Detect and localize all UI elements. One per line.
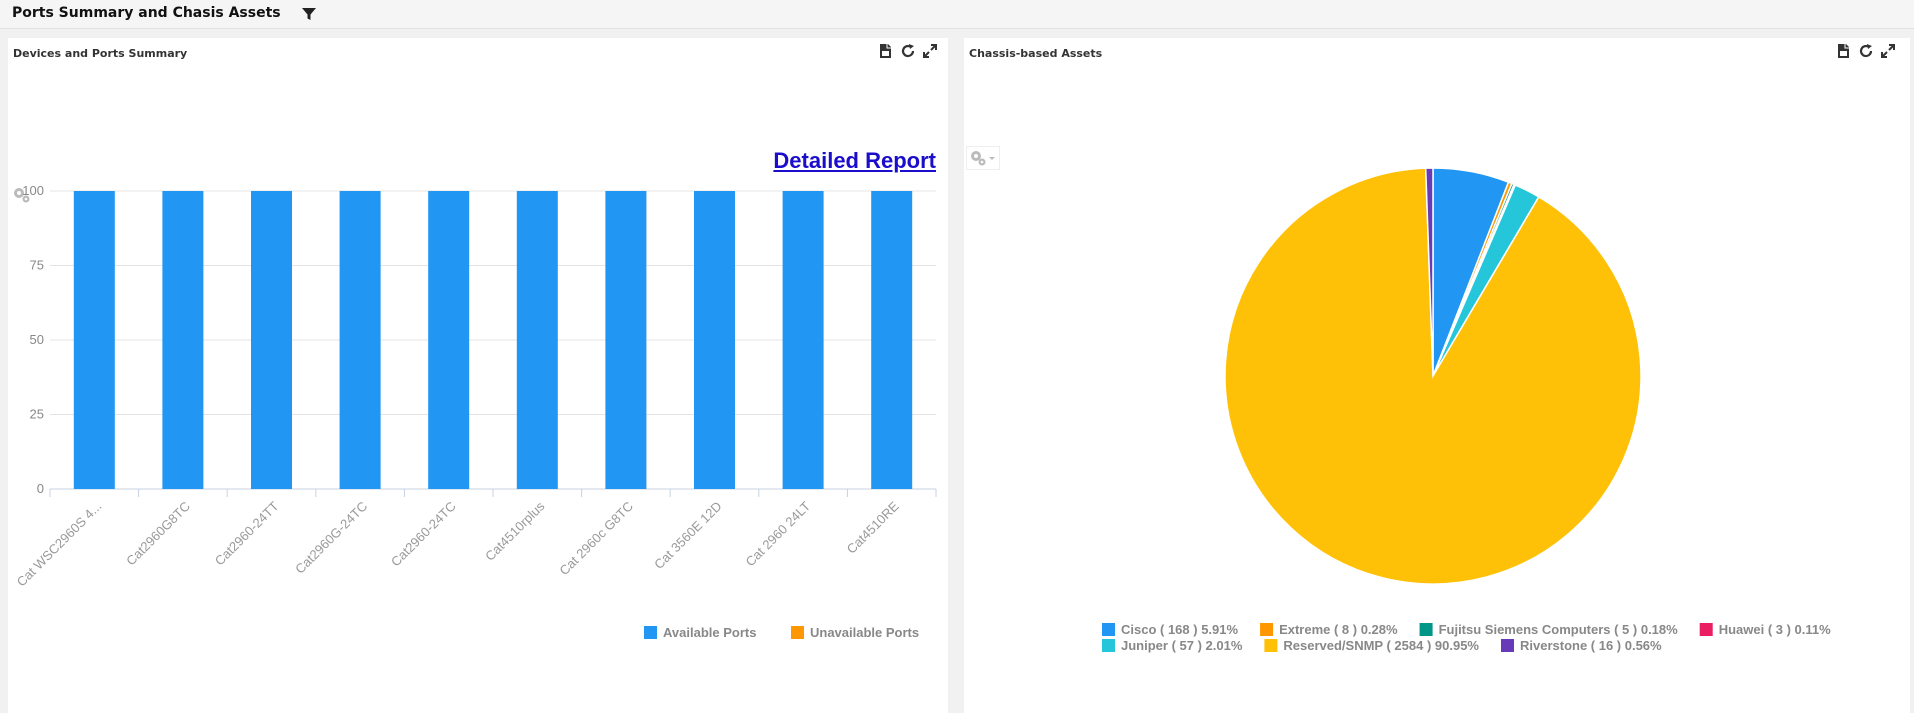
bar-available-ports[interactable] (694, 191, 735, 489)
legend-swatch (1500, 639, 1514, 652)
dashboard-header: Ports Summary and Chasis Assets (0, 0, 1914, 29)
y-tick-label: 75 (30, 258, 44, 273)
bar-available-ports[interactable] (339, 191, 381, 489)
bar-available-ports[interactable] (73, 191, 115, 489)
bar-available-ports[interactable] (605, 191, 647, 489)
bar-available-ports[interactable] (871, 191, 913, 489)
x-tick-label: Cat 2960c G8TC (556, 499, 636, 579)
expand-icon[interactable] (1880, 43, 1896, 59)
x-tick-label: Cat4510RE (844, 498, 902, 556)
y-tick-label: 25 (30, 407, 44, 422)
bar-chart: 0 25 50 75 100 Cat WSC2960S 4... Cat2960G8TC Ca… (14, 183, 937, 640)
pie-slice-reserved-snmp[interactable] (1224, 167, 1642, 585)
x-tick-label: Cat4510rplus (482, 498, 548, 564)
legend-label: Extreme ( 8 ) 0.28% (1279, 622, 1398, 637)
legend-label: Unavailable Ports (810, 625, 919, 640)
y-tick-label: 100 (22, 183, 44, 198)
bar-available-ports[interactable] (782, 191, 824, 489)
expand-icon[interactable] (922, 43, 938, 59)
x-tick-label: Cat 2960 24LT (742, 498, 813, 569)
panel-title: Devices and Ports Summary (13, 47, 188, 60)
panel-title: Chassis-based Assets (969, 47, 1103, 60)
export-icon[interactable] (1836, 43, 1852, 59)
legend-label: Available Ports (663, 625, 756, 640)
x-tick-label: Cat WSC2960S 4... (14, 499, 105, 590)
refresh-icon[interactable] (900, 43, 916, 59)
bar-available-ports[interactable] (428, 191, 470, 489)
pie-slice-riverstone[interactable] (1424, 167, 1434, 377)
legend-item[interactable]: Unavailable Ports (791, 625, 919, 640)
legend-swatch (1260, 623, 1274, 636)
y-tick-label: 0 (37, 481, 44, 496)
panel-toolbar (1836, 43, 1896, 59)
x-tick-label: Cat 3560E 12D (651, 499, 724, 572)
pie-legend-row: Cisco ( 168 ) 5.91% Extreme ( 8 ) 0.28% Fu… (1102, 622, 1831, 637)
legend-item[interactable]: Riverstone ( 16 ) 0.56% (1500, 638, 1662, 653)
legend-swatch (1102, 639, 1115, 652)
legend-item[interactable]: Cisco ( 168 ) 5.91% (1102, 622, 1238, 637)
legend-item[interactable]: Reserved/SNMP ( 2584 ) 90.95% (1264, 638, 1479, 653)
legend-swatch (1102, 623, 1115, 636)
detailed-report-link[interactable]: Detailed Report (773, 148, 936, 173)
bar-available-ports[interactable] (516, 191, 558, 489)
devices-ports-panel: Devices and Ports Summary Detailed Repor… (8, 38, 948, 713)
legend-swatch (1264, 639, 1278, 652)
refresh-icon[interactable] (1858, 43, 1874, 59)
legend-swatch (644, 626, 657, 639)
legend-label: Fujitsu Siemens Computers ( 5 ) 0.18% (1439, 622, 1679, 637)
x-tick-label: Cat2960-24TT (212, 498, 282, 568)
chart-settings-icon[interactable] (966, 146, 1000, 170)
legend-item[interactable]: Fujitsu Siemens Computers ( 5 ) 0.18% (1419, 622, 1679, 637)
legend-item[interactable]: Huawei ( 3 ) 0.11% (1699, 622, 1831, 637)
legend-label: Reserved/SNMP ( 2584 ) 90.95% (1283, 638, 1479, 653)
filter-icon[interactable] (301, 6, 317, 22)
dashboard-title: Ports Summary and Chasis Assets (12, 5, 281, 21)
chart-settings-icon[interactable] (10, 183, 44, 207)
legend-item[interactable]: Extreme ( 8 ) 0.28% (1260, 622, 1398, 637)
legend-label: Riverstone ( 16 ) 0.56% (1520, 638, 1662, 653)
x-tick-label: Cat2960G8TC (123, 499, 193, 569)
legend-label: Huawei ( 3 ) 0.11% (1719, 622, 1831, 637)
legend-swatch (791, 626, 804, 639)
bar-available-ports[interactable] (251, 191, 292, 489)
x-tick-label: Cat2960G-24TC (292, 499, 370, 577)
chassis-assets-panel: Chassis-based Assets Cisco ( 168 ) 5.91%… (964, 38, 1910, 713)
x-tick-label: Cat2960-24TC (388, 499, 459, 570)
legend-item[interactable]: Available Ports (644, 625, 756, 640)
pie-legend-row: Juniper ( 57 ) 2.01% Reserved/SNMP ( 2584… (1102, 638, 1662, 653)
bar-available-ports[interactable] (162, 191, 204, 489)
legend-item[interactable]: Juniper ( 57 ) 2.01% (1102, 638, 1243, 653)
export-icon[interactable] (878, 43, 894, 59)
legend-swatch (1699, 623, 1713, 636)
legend-label: Cisco ( 168 ) 5.91% (1121, 622, 1238, 637)
panel-toolbar (878, 43, 938, 59)
legend-label: Juniper ( 57 ) 2.01% (1121, 638, 1243, 653)
y-tick-label: 50 (30, 332, 44, 347)
legend-swatch (1419, 623, 1433, 636)
pie-chart: Cisco ( 168 ) 5.91% Extreme ( 8 ) 0.28% Fu… (1102, 167, 1831, 653)
